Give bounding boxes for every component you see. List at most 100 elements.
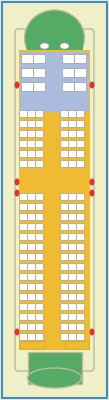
FancyBboxPatch shape	[69, 294, 76, 300]
FancyBboxPatch shape	[28, 334, 35, 340]
FancyBboxPatch shape	[69, 121, 76, 127]
FancyBboxPatch shape	[77, 284, 84, 290]
FancyBboxPatch shape	[69, 334, 76, 340]
FancyBboxPatch shape	[77, 294, 84, 300]
FancyBboxPatch shape	[62, 82, 74, 92]
Ellipse shape	[25, 10, 84, 66]
FancyBboxPatch shape	[28, 304, 35, 310]
FancyBboxPatch shape	[28, 324, 35, 330]
FancyBboxPatch shape	[69, 284, 76, 290]
FancyBboxPatch shape	[77, 224, 84, 230]
FancyBboxPatch shape	[77, 161, 84, 167]
FancyBboxPatch shape	[61, 294, 68, 300]
FancyBboxPatch shape	[36, 111, 43, 117]
FancyBboxPatch shape	[61, 224, 68, 230]
Bar	[19, 186, 90, 196]
FancyBboxPatch shape	[61, 264, 68, 270]
FancyBboxPatch shape	[28, 204, 35, 210]
FancyBboxPatch shape	[69, 254, 76, 260]
FancyBboxPatch shape	[61, 121, 68, 127]
FancyBboxPatch shape	[28, 284, 35, 290]
FancyBboxPatch shape	[20, 254, 27, 260]
FancyBboxPatch shape	[36, 161, 43, 167]
Bar	[27, 352, 82, 384]
FancyBboxPatch shape	[61, 204, 68, 210]
FancyBboxPatch shape	[36, 234, 43, 240]
FancyBboxPatch shape	[61, 131, 68, 137]
FancyBboxPatch shape	[20, 131, 27, 137]
FancyBboxPatch shape	[28, 214, 35, 220]
FancyBboxPatch shape	[28, 244, 35, 250]
FancyBboxPatch shape	[36, 324, 43, 330]
FancyBboxPatch shape	[77, 204, 84, 210]
FancyBboxPatch shape	[33, 68, 45, 78]
Bar	[20, 52, 89, 112]
FancyBboxPatch shape	[69, 224, 76, 230]
Bar	[26, 34, 83, 52]
FancyBboxPatch shape	[28, 254, 35, 260]
FancyBboxPatch shape	[28, 121, 35, 127]
FancyBboxPatch shape	[28, 274, 35, 280]
Ellipse shape	[89, 190, 95, 196]
FancyBboxPatch shape	[36, 151, 43, 157]
FancyBboxPatch shape	[20, 161, 27, 167]
FancyBboxPatch shape	[69, 234, 76, 240]
FancyBboxPatch shape	[20, 244, 27, 250]
FancyBboxPatch shape	[36, 294, 43, 300]
FancyBboxPatch shape	[77, 194, 84, 200]
Ellipse shape	[60, 43, 69, 49]
FancyBboxPatch shape	[20, 151, 27, 157]
FancyBboxPatch shape	[28, 234, 35, 240]
FancyBboxPatch shape	[36, 224, 43, 230]
Ellipse shape	[40, 43, 49, 49]
FancyBboxPatch shape	[33, 82, 45, 92]
FancyBboxPatch shape	[69, 204, 76, 210]
Bar	[19, 50, 90, 350]
FancyBboxPatch shape	[20, 314, 27, 320]
FancyBboxPatch shape	[69, 161, 76, 167]
Bar	[20, 341, 44, 349]
FancyBboxPatch shape	[61, 334, 68, 340]
FancyBboxPatch shape	[69, 264, 76, 270]
FancyBboxPatch shape	[36, 274, 43, 280]
Bar	[65, 341, 89, 349]
FancyBboxPatch shape	[69, 214, 76, 220]
FancyBboxPatch shape	[77, 314, 84, 320]
FancyBboxPatch shape	[77, 264, 84, 270]
FancyBboxPatch shape	[61, 234, 68, 240]
FancyBboxPatch shape	[61, 111, 68, 117]
FancyBboxPatch shape	[20, 224, 27, 230]
FancyBboxPatch shape	[77, 304, 84, 310]
FancyBboxPatch shape	[20, 111, 27, 117]
FancyBboxPatch shape	[61, 314, 68, 320]
FancyBboxPatch shape	[69, 244, 76, 250]
FancyBboxPatch shape	[28, 294, 35, 300]
FancyBboxPatch shape	[69, 274, 76, 280]
FancyBboxPatch shape	[28, 194, 35, 200]
FancyBboxPatch shape	[62, 54, 74, 64]
FancyBboxPatch shape	[61, 194, 68, 200]
FancyBboxPatch shape	[61, 254, 68, 260]
FancyBboxPatch shape	[74, 82, 87, 92]
FancyBboxPatch shape	[36, 244, 43, 250]
FancyBboxPatch shape	[69, 194, 76, 200]
FancyBboxPatch shape	[33, 54, 45, 64]
FancyBboxPatch shape	[61, 214, 68, 220]
FancyBboxPatch shape	[61, 284, 68, 290]
FancyBboxPatch shape	[36, 334, 43, 340]
FancyBboxPatch shape	[15, 29, 94, 371]
FancyBboxPatch shape	[36, 141, 43, 147]
FancyBboxPatch shape	[77, 131, 84, 137]
FancyBboxPatch shape	[36, 121, 43, 127]
FancyBboxPatch shape	[77, 244, 84, 250]
Bar	[26, 30, 83, 46]
FancyBboxPatch shape	[77, 324, 84, 330]
FancyBboxPatch shape	[77, 151, 84, 157]
FancyBboxPatch shape	[20, 194, 27, 200]
FancyBboxPatch shape	[20, 264, 27, 270]
FancyBboxPatch shape	[36, 314, 43, 320]
Ellipse shape	[27, 368, 82, 388]
Ellipse shape	[14, 190, 20, 196]
FancyBboxPatch shape	[36, 254, 43, 260]
FancyBboxPatch shape	[61, 161, 68, 167]
